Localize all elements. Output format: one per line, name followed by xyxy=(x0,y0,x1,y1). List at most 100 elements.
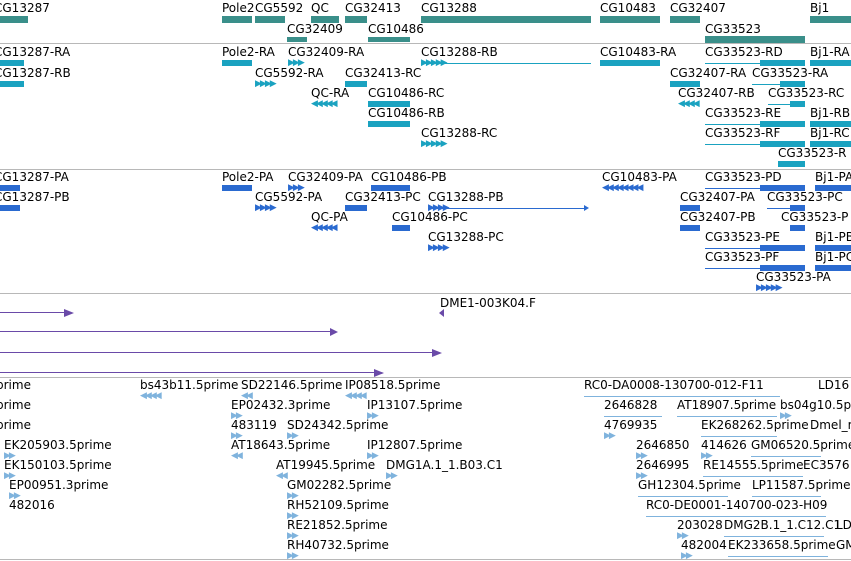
clone-feature[interactable] xyxy=(0,312,70,313)
protein-label[interactable]: Bj1-PC xyxy=(815,250,851,264)
transcript-intron[interactable] xyxy=(705,63,805,64)
est-feature[interactable] xyxy=(604,416,662,417)
est-label[interactable]: RH52109.5prime xyxy=(287,498,389,512)
est-arrows[interactable]: ▶▶ xyxy=(681,551,693,561)
transcript-arrows[interactable]: ◀◀◀◀◀ xyxy=(311,99,338,109)
transcript-label[interactable]: CG10486-RB xyxy=(368,106,445,120)
est-label[interactable]: LP11587.5prime xyxy=(752,478,851,492)
est-label[interactable]: EK268262.5prime xyxy=(701,418,809,432)
est-label[interactable]: IP08518.5prime xyxy=(345,378,441,392)
gene-feature[interactable] xyxy=(810,16,851,23)
transcript-label[interactable]: CG33523-R xyxy=(778,146,847,160)
protein-feature[interactable] xyxy=(790,225,805,231)
clone-feature[interactable] xyxy=(0,352,438,353)
gene-label[interactable]: CG13287 xyxy=(0,1,50,15)
protein-arrows[interactable]: ▶▶▶ xyxy=(288,183,305,193)
transcript-label[interactable]: CG32407-RB xyxy=(678,86,755,100)
protein-feature[interactable] xyxy=(680,225,700,231)
transcript-label[interactable]: CG32407-RA xyxy=(670,66,747,80)
est-label[interactable]: LD16 xyxy=(818,378,850,392)
est-label[interactable]: Dmel_m xyxy=(810,418,851,432)
clone-label[interactable]: DME1-003K04.F xyxy=(440,296,536,310)
transcript-feature[interactable] xyxy=(222,60,252,66)
transcript-feature[interactable] xyxy=(810,141,851,147)
transcript-feature[interactable] xyxy=(368,121,410,127)
est-label[interactable]: 4769935 xyxy=(604,418,658,432)
est-label[interactable]: 2646828 xyxy=(604,398,658,412)
est-arrows[interactable]: ▶▶ xyxy=(604,431,616,441)
protein-feature[interactable] xyxy=(371,185,410,191)
transcript-arrows[interactable]: ▶▶▶▶ xyxy=(255,79,277,89)
protein-arrows[interactable]: ▶▶▶▶ xyxy=(428,203,450,213)
protein-label[interactable]: CG32413-PC xyxy=(345,190,421,204)
est-label[interactable]: prime xyxy=(0,398,31,412)
est-label[interactable]: RE21852.5prime xyxy=(287,518,388,532)
transcript-feature[interactable] xyxy=(778,161,805,167)
protein-label[interactable]: CG10483-PA xyxy=(602,170,677,184)
clone-feature[interactable] xyxy=(0,331,336,332)
protein-label[interactable]: Pole2-PA xyxy=(222,170,274,184)
protein-label[interactable]: CG10486-PB xyxy=(371,170,447,184)
est-feature[interactable] xyxy=(584,396,780,397)
protein-label[interactable]: CG33523-PF xyxy=(705,250,780,264)
est-label[interactable]: DMG1A.1_1.B03.C1 xyxy=(386,458,503,472)
clone-end[interactable] xyxy=(439,309,444,317)
protein-label[interactable]: CG5592-PA xyxy=(255,190,323,204)
protein-feature[interactable] xyxy=(392,225,410,231)
protein-intron[interactable] xyxy=(705,248,805,249)
transcript-feature[interactable] xyxy=(0,60,24,66)
protein-feature[interactable] xyxy=(760,185,805,191)
gene-feature[interactable] xyxy=(222,16,252,23)
est-arrows[interactable]: ▶▶ xyxy=(287,511,299,521)
transcript-feature[interactable] xyxy=(790,101,805,107)
protein-label[interactable]: CG33523-PA xyxy=(756,270,831,284)
transcript-label[interactable]: Pole2-RA xyxy=(222,45,275,59)
gene-label[interactable]: CG10483 xyxy=(600,1,656,15)
est-arrows[interactable]: ▶▶ xyxy=(780,411,792,421)
protein-label[interactable]: CG13287-PB xyxy=(0,190,70,204)
est-arrows[interactable]: ◀◀ xyxy=(231,451,243,461)
protein-intron[interactable] xyxy=(705,188,805,189)
transcript-intron[interactable] xyxy=(705,144,805,145)
gene-label[interactable]: CG32407 xyxy=(670,1,726,15)
est-label[interactable]: AT19945.5prime xyxy=(276,458,376,472)
est-label[interactable]: 414626 xyxy=(701,438,747,452)
protein-feature[interactable] xyxy=(222,185,252,191)
est-arrows[interactable]: ▶▶ xyxy=(4,451,16,461)
est-label[interactable]: LD xyxy=(836,518,851,532)
transcript-feature[interactable] xyxy=(368,101,410,107)
transcript-label[interactable]: CG33523-RA xyxy=(752,66,829,80)
est-label[interactable]: RE14555.5prime xyxy=(703,458,804,472)
est-arrows[interactable]: ▶▶ xyxy=(701,451,713,461)
transcript-label[interactable]: Bj1-RB xyxy=(810,106,851,120)
transcript-label[interactable]: CG13288-RC xyxy=(421,126,498,140)
gene-feature[interactable] xyxy=(345,16,367,23)
est-label[interactable]: GM02282.5prime xyxy=(287,478,392,492)
protein-label[interactable]: Bj1-PB xyxy=(815,230,851,244)
est-label[interactable]: EK150103.5prime xyxy=(4,458,112,472)
est-feature[interactable] xyxy=(728,556,828,557)
transcript-feature[interactable] xyxy=(780,81,805,87)
est-arrows[interactable]: ▶▶ xyxy=(677,531,689,541)
gene-label[interactable]: CG13288 xyxy=(421,1,477,15)
gene-label[interactable]: CG5592 xyxy=(255,1,304,15)
est-arrows[interactable]: ◀◀◀◀ xyxy=(345,391,367,401)
gene-label[interactable]: CG33523 xyxy=(705,22,761,36)
gene-feature[interactable] xyxy=(368,37,410,42)
est-feature[interactable] xyxy=(724,536,824,537)
protein-arrows[interactable]: ▶▶▶▶ xyxy=(428,243,450,253)
protein-intron[interactable] xyxy=(767,208,805,209)
transcript-label[interactable]: CG33523-RC xyxy=(768,86,845,100)
est-label[interactable]: 482004 xyxy=(681,538,727,552)
transcript-arrows[interactable]: ▶▶▶▶▶ xyxy=(421,139,448,149)
protein-arrows[interactable]: ◀◀◀◀◀◀◀◀ xyxy=(602,183,643,193)
est-arrows[interactable]: ▶▶ xyxy=(287,531,299,541)
est-label[interactable]: 2646850 xyxy=(636,438,690,452)
gene-label[interactable]: CG32413 xyxy=(345,1,401,15)
clone-feature[interactable] xyxy=(0,372,380,373)
transcript-feature[interactable] xyxy=(760,60,805,66)
est-label[interactable]: bs43b11.5prime xyxy=(140,378,239,392)
transcript-arrows[interactable]: ◀◀◀◀ xyxy=(678,99,700,109)
gene-label[interactable]: CG10486 xyxy=(368,22,424,36)
est-label[interactable]: EP00951.3prime xyxy=(9,478,109,492)
